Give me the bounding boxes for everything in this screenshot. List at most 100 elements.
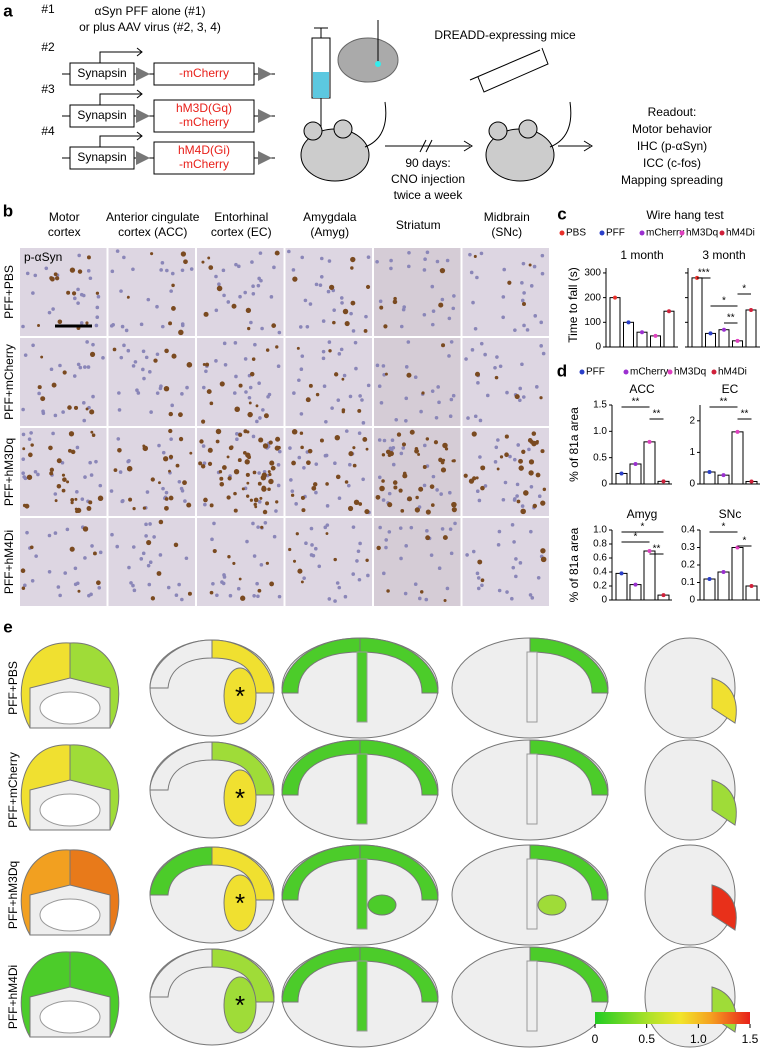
- inclusion: [255, 404, 259, 408]
- inclusion: [270, 465, 276, 471]
- nucleus: [252, 554, 257, 558]
- nucleus: [290, 489, 295, 493]
- bar-dot: [735, 338, 740, 343]
- label: or plus AAV virus (#2, 3, 4): [79, 20, 221, 34]
- nucleus: [496, 438, 500, 442]
- inclusion: [146, 539, 152, 546]
- inclusion: [307, 448, 313, 454]
- column-header: cortex (EC): [211, 225, 272, 239]
- inclusion: [383, 324, 388, 329]
- inclusion: [142, 445, 149, 452]
- inclusion: [516, 499, 521, 504]
- nucleus: [308, 302, 313, 306]
- inclusion: [362, 437, 368, 442]
- bar-dot: [749, 479, 754, 484]
- inclusion: [86, 255, 91, 260]
- inclusion: [168, 495, 174, 501]
- inclusion: [297, 568, 303, 574]
- inclusion: [164, 497, 169, 501]
- nucleus: [214, 308, 219, 313]
- micrograph: [374, 248, 461, 336]
- nucleus: [321, 356, 326, 361]
- brain-region: [281, 946, 361, 1003]
- inclusion: [438, 457, 443, 463]
- inclusion: [95, 291, 100, 295]
- nucleus: [298, 325, 303, 329]
- nucleus: [469, 270, 474, 275]
- nucleus: [115, 249, 120, 253]
- inclusion: [51, 382, 57, 388]
- nucleus: [47, 533, 52, 538]
- inclusion: [352, 463, 357, 468]
- nucleus: [141, 367, 145, 372]
- inclusion: [86, 506, 92, 511]
- inclusion: [37, 385, 42, 390]
- brain-region: [281, 637, 361, 694]
- nucleus: [250, 260, 254, 264]
- nucleus: [327, 340, 332, 344]
- nucleus: [493, 366, 497, 370]
- inclusion: [37, 324, 41, 328]
- nucleus: [159, 268, 163, 272]
- nucleus: [201, 444, 206, 448]
- inclusion: [229, 445, 234, 450]
- brain-region: [149, 846, 213, 896]
- inclusion: [472, 476, 477, 481]
- inclusion: [274, 250, 280, 256]
- nucleus: [342, 373, 347, 378]
- nucleus: [422, 268, 427, 272]
- nucleus: [387, 530, 392, 534]
- panel-label: b: [3, 201, 13, 220]
- brain-region: [223, 667, 257, 725]
- inclusion: [262, 509, 268, 515]
- bar: [705, 332, 716, 348]
- gene: -mCherry: [179, 115, 229, 129]
- colorbar: [595, 1012, 750, 1024]
- inclusion: [291, 429, 298, 435]
- marker: *: [235, 888, 245, 918]
- nucleus: [319, 256, 324, 261]
- inclusion: [219, 481, 225, 487]
- inclusion: [237, 458, 242, 463]
- nucleus: [118, 470, 123, 474]
- inclusion: [158, 481, 161, 485]
- y-tick-label: 0: [689, 595, 695, 606]
- nucleus: [303, 298, 308, 303]
- inclusion: [128, 497, 133, 502]
- nucleus: [357, 431, 362, 435]
- nucleus: [522, 323, 526, 328]
- nucleus: [136, 391, 141, 395]
- inclusion: [74, 497, 78, 501]
- inclusion: [212, 548, 217, 554]
- nucleus: [79, 321, 84, 325]
- nucleus: [418, 596, 422, 601]
- nucleus: [430, 284, 435, 289]
- nucleus: [30, 578, 35, 583]
- y-tick-label: 200: [584, 292, 601, 303]
- brain-region: [39, 793, 101, 827]
- nucleus: [413, 582, 418, 587]
- nucleus: [409, 525, 414, 530]
- nucleus: [61, 410, 65, 414]
- legend-label: mCherry: [630, 367, 668, 378]
- nucleus: [501, 497, 506, 502]
- nucleus: [228, 593, 233, 598]
- nucleus: [399, 451, 404, 456]
- bar-dot: [633, 461, 638, 466]
- brain-region: [356, 858, 368, 930]
- inclusion: [91, 433, 96, 437]
- nucleus: [21, 432, 26, 437]
- construct-id: #4: [41, 124, 55, 138]
- nucleus: [483, 484, 488, 488]
- nucleus: [277, 449, 282, 454]
- inclusion: [164, 348, 169, 354]
- nucleus: [256, 525, 260, 529]
- nucleus: [169, 289, 173, 293]
- nucleus: [479, 341, 484, 346]
- inclusion: [245, 452, 251, 458]
- nucleus: [133, 360, 138, 364]
- column-header: Anterior cingulate: [106, 210, 200, 224]
- nucleus: [127, 458, 131, 463]
- inclusion: [381, 479, 385, 483]
- y-tick-label: 0.4: [681, 525, 695, 536]
